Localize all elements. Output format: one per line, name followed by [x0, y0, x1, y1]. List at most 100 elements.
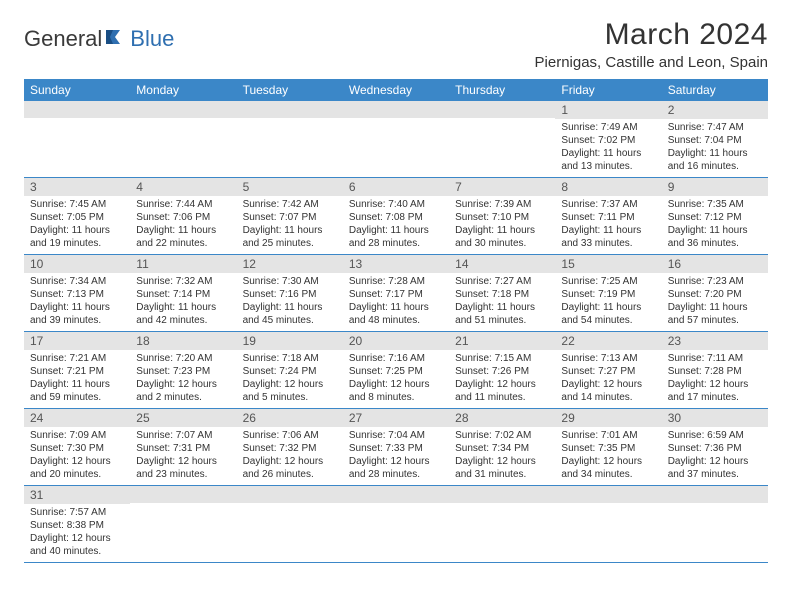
day-line: and 34 minutes. [561, 468, 655, 481]
day-cell: 16Sunrise: 7:23 AMSunset: 7:20 PMDayligh… [662, 255, 768, 331]
day-line: Sunrise: 7:45 AM [30, 198, 124, 211]
day-line: Sunrise: 7:15 AM [455, 352, 549, 365]
day-body: Sunrise: 7:27 AMSunset: 7:18 PMDaylight:… [449, 273, 555, 331]
day-line: Sunset: 8:38 PM [30, 519, 124, 532]
day-body [237, 118, 343, 174]
day-cell [130, 486, 236, 562]
day-number: 1 [555, 101, 661, 119]
day-cell: 30 Sunrise: 6:59 AMSunset: 7:36 PMDayligh… [662, 409, 768, 485]
day-number: 8 [555, 178, 661, 196]
day-line: and 36 minutes. [668, 237, 762, 250]
day-line: Sunrise: 7:39 AM [455, 198, 549, 211]
day-line: Daylight: 11 hours [136, 301, 230, 314]
day-line: Daylight: 11 hours [349, 301, 443, 314]
day-number: 11 [130, 255, 236, 273]
weeks-container: 1Sunrise: 7:49 AMSunset: 7:02 PMDaylight… [24, 101, 768, 563]
day-line: Sunrise: 7:27 AM [455, 275, 549, 288]
day-line: and 26 minutes. [243, 468, 337, 481]
day-cell [449, 101, 555, 177]
day-body: Sunrise: 7:35 AMSunset: 7:12 PMDaylight:… [662, 196, 768, 254]
calendar-grid: SundayMondayTuesdayWednesdayThursdayFrid… [24, 79, 768, 563]
day-line: Sunset: 7:06 PM [136, 211, 230, 224]
day-number: 13 [343, 255, 449, 273]
day-cell: 23Sunrise: 7:11 AMSunset: 7:28 PMDayligh… [662, 332, 768, 408]
day-body [449, 503, 555, 559]
day-body: Sunrise: 7:13 AMSunset: 7:27 PMDaylight:… [555, 350, 661, 408]
day-cell: 1Sunrise: 7:49 AMSunset: 7:02 PMDaylight… [555, 101, 661, 177]
day-line: Daylight: 12 hours [668, 455, 762, 468]
day-line: Sunset: 7:18 PM [455, 288, 549, 301]
week-row: 17Sunrise: 7:21 AMSunset: 7:21 PMDayligh… [24, 332, 768, 409]
day-number: 22 [555, 332, 661, 350]
day-number: 16 [662, 255, 768, 273]
day-body: Sunrise: 7:15 AMSunset: 7:26 PMDaylight:… [449, 350, 555, 408]
day-line: Sunrise: 7:18 AM [243, 352, 337, 365]
day-line: and 37 minutes. [668, 468, 762, 481]
day-line: and 59 minutes. [30, 391, 124, 404]
day-body: Sunrise: 7:47 AMSunset: 7:04 PMDaylight:… [662, 119, 768, 177]
day-line: Sunrise: 7:20 AM [136, 352, 230, 365]
day-cell: 29Sunrise: 7:01 AMSunset: 7:35 PMDayligh… [555, 409, 661, 485]
day-body [24, 118, 130, 174]
day-line: Daylight: 11 hours [243, 301, 337, 314]
day-line: and 45 minutes. [243, 314, 337, 327]
day-line: Daylight: 11 hours [136, 224, 230, 237]
page-header: General Blue March 2024 Piernigas, Casti… [24, 18, 768, 71]
day-line: and 22 minutes. [136, 237, 230, 250]
day-number: 9 [662, 178, 768, 196]
day-cell: 15Sunrise: 7:25 AMSunset: 7:19 PMDayligh… [555, 255, 661, 331]
day-line: and 57 minutes. [668, 314, 762, 327]
day-line: Daylight: 12 hours [30, 532, 124, 545]
day-line: and 40 minutes. [30, 545, 124, 558]
week-row: 10Sunrise: 7:34 AMSunset: 7:13 PMDayligh… [24, 255, 768, 332]
weekday-wednesday: Wednesday [343, 79, 449, 101]
day-line: and 23 minutes. [136, 468, 230, 481]
day-line: Sunrise: 7:44 AM [136, 198, 230, 211]
day-cell: 25Sunrise: 7:07 AMSunset: 7:31 PMDayligh… [130, 409, 236, 485]
day-line: Daylight: 11 hours [561, 147, 655, 160]
day-line: and 20 minutes. [30, 468, 124, 481]
day-line: Sunrise: 7:47 AM [668, 121, 762, 134]
day-body: Sunrise: 7:40 AMSunset: 7:08 PMDaylight:… [343, 196, 449, 254]
day-cell: 14Sunrise: 7:27 AMSunset: 7:18 PMDayligh… [449, 255, 555, 331]
day-body [130, 118, 236, 174]
day-line: and 5 minutes. [243, 391, 337, 404]
day-cell [237, 101, 343, 177]
weekday-header-row: SundayMondayTuesdayWednesdayThursdayFrid… [24, 79, 768, 101]
day-body [555, 503, 661, 559]
day-body: Sunrise: 7:06 AMSunset: 7:32 PMDaylight:… [237, 427, 343, 485]
week-row: 1Sunrise: 7:49 AMSunset: 7:02 PMDaylight… [24, 101, 768, 178]
day-number: 6 [343, 178, 449, 196]
day-line: Daylight: 12 hours [243, 378, 337, 391]
day-number: 3 [24, 178, 130, 196]
day-body: Sunrise: 7:57 AMSunset: 8:38 PMDaylight:… [24, 504, 130, 562]
day-cell: 17Sunrise: 7:21 AMSunset: 7:21 PMDayligh… [24, 332, 130, 408]
day-line: Daylight: 11 hours [243, 224, 337, 237]
day-line: and 39 minutes. [30, 314, 124, 327]
day-line: Daylight: 12 hours [349, 455, 443, 468]
day-number: 30 [662, 409, 768, 427]
day-line: Daylight: 12 hours [349, 378, 443, 391]
day-line: Daylight: 11 hours [455, 224, 549, 237]
day-number: 2 [662, 101, 768, 119]
day-line: Sunrise: 6:59 AM [668, 429, 762, 442]
day-cell: 31Sunrise: 7:57 AMSunset: 8:38 PMDayligh… [24, 486, 130, 562]
day-line: and 33 minutes. [561, 237, 655, 250]
day-cell: 24Sunrise: 7:09 AMSunset: 7:30 PMDayligh… [24, 409, 130, 485]
day-cell [343, 101, 449, 177]
day-line: Sunset: 7:05 PM [30, 211, 124, 224]
day-line: Daylight: 11 hours [561, 224, 655, 237]
day-number [130, 101, 236, 118]
day-line: Sunrise: 7:34 AM [30, 275, 124, 288]
week-row: 3 Sunrise: 7:45 AMSunset: 7:05 PM Daylight… [24, 178, 768, 255]
day-cell: 11Sunrise: 7:32 AMSunset: 7:14 PMDayligh… [130, 255, 236, 331]
day-line: and 13 minutes. [561, 160, 655, 173]
day-number: 27 [343, 409, 449, 427]
weekday-thursday: Thursday [449, 79, 555, 101]
day-line: Sunset: 7:36 PM [668, 442, 762, 455]
day-number: 17 [24, 332, 130, 350]
day-line: Sunset: 7:20 PM [668, 288, 762, 301]
day-line: Daylight: 12 hours [455, 378, 549, 391]
day-cell: 7Sunrise: 7:39 AMSunset: 7:10 PMDaylight… [449, 178, 555, 254]
day-body: Sunrise: 7:42 AMSunset: 7:07 PMDaylight:… [237, 196, 343, 254]
